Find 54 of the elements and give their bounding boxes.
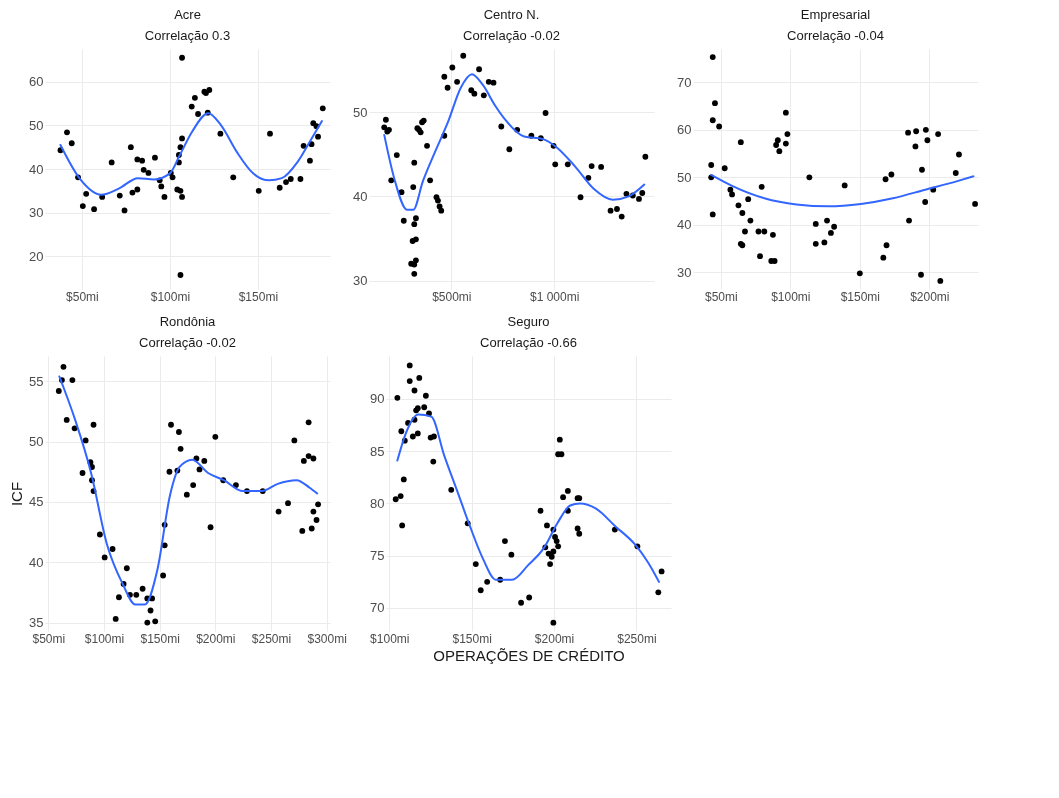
chart-title: Empresarial [800, 7, 871, 22]
x-tick-label: $200mi [196, 631, 236, 646]
x-tick-label: $250mi [251, 631, 292, 646]
chart-subtitle: Correlação -0.02 [463, 28, 560, 43]
y-tick-label: 30 [29, 205, 44, 221]
x-tick-label: $150mi [140, 631, 180, 646]
x-axis-title: OPERAÇÕES DE CRÉDITO [433, 646, 625, 664]
x-tick-label: $150mi [840, 289, 881, 304]
y-tick-label: 85 [370, 443, 385, 459]
chart-title: Acre [174, 7, 201, 22]
x-tick-label: $100mi [150, 289, 191, 304]
y-tick-label: 70 [370, 600, 385, 616]
y-tick-label: 30 [677, 264, 692, 280]
chart-title: Rondônia [159, 314, 217, 329]
y-tick-label: 50 [29, 434, 44, 450]
x-tick-label: $1 000mi [530, 289, 580, 304]
y-tick-label: 20 [29, 248, 44, 264]
x-tick-label: $100mi [370, 631, 410, 646]
y-tick-label: 45 [29, 494, 44, 510]
chart-subtitle: Correlação -0.02 [139, 335, 236, 350]
y-tick-label: 50 [29, 117, 44, 133]
y-tick-label: 40 [353, 188, 368, 204]
x-tick-label: $150mi [452, 631, 492, 646]
y-tick-label: 70 [677, 74, 692, 90]
y-tick-label: 75 [370, 548, 385, 564]
y-tick-label: 40 [677, 217, 692, 233]
chart-title: Centro N. [483, 7, 540, 22]
chart-subtitle: Correlação -0.66 [480, 335, 577, 350]
x-tick-label: $500mi [432, 289, 472, 304]
chart-subtitle: Correlação 0.3 [144, 28, 231, 43]
chart-title: Seguro [507, 314, 550, 329]
x-tick-label: $50mi [66, 289, 99, 304]
x-tick-label: $50mi [704, 289, 738, 304]
y-tick-label: 60 [29, 74, 44, 90]
x-tick-label: $150mi [238, 289, 279, 304]
x-tick-label: $100mi [771, 289, 811, 304]
x-tick-label: $250mi [617, 631, 657, 646]
x-tick-label: $200mi [910, 289, 950, 304]
y-tick-label: 90 [370, 391, 385, 407]
y-tick-label: 30 [353, 273, 368, 289]
y-tick-label: 40 [29, 554, 44, 570]
y-tick-label: 60 [677, 122, 692, 138]
y-tick-label: 40 [29, 161, 44, 177]
y-axis-title: ICF [8, 481, 26, 507]
y-tick-label: 80 [370, 495, 385, 511]
y-tick-label: 50 [353, 104, 368, 120]
x-tick-label: $200mi [534, 631, 575, 646]
x-tick-label: $100mi [84, 631, 125, 646]
x-tick-label: $300mi [307, 631, 347, 646]
x-tick-label: $50mi [32, 631, 66, 646]
y-tick-label: 35 [29, 615, 44, 631]
y-tick-label: 50 [677, 169, 692, 185]
chart-subtitle: Correlação -0.04 [787, 28, 884, 43]
y-tick-label: 55 [29, 373, 44, 389]
